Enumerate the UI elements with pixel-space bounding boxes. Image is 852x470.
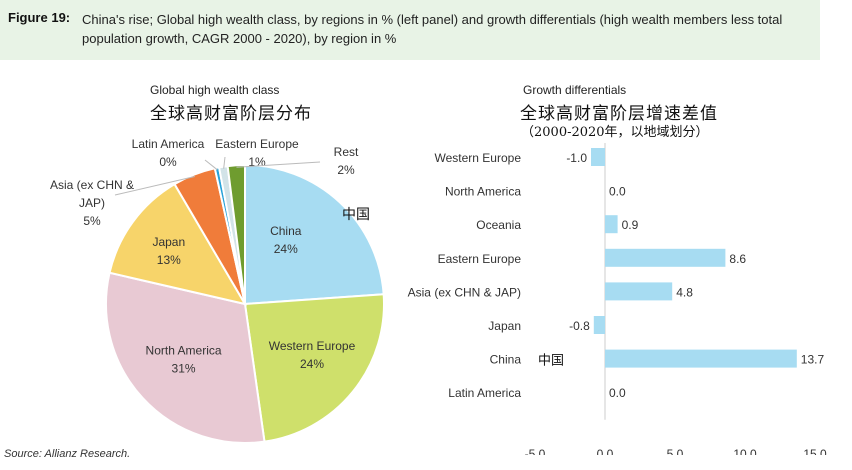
figure-label: Figure 19:	[8, 10, 71, 25]
pie-slice-china	[244, 163, 385, 306]
pie-category-label: JAP)	[79, 196, 105, 210]
pie-label-latin-america: Latin America 0%	[132, 137, 205, 169]
pie-label-north-america: North America 31%	[146, 343, 222, 375]
pie-category-label: Asia (ex CHN &	[50, 178, 134, 192]
bar-value-label: -1.0	[566, 151, 587, 165]
pie-leader-asia-ex-chn-jap	[114, 176, 195, 196]
china-cn-annotation: 中国	[342, 207, 370, 223]
x-tick-label: -5.0	[525, 447, 546, 455]
china-cn-annotation: 中国	[538, 354, 564, 369]
pie-chart: China 24% Western Europe 24% North America 31…	[50, 137, 385, 444]
pie-label-asia-ex-chn-jap: Asia (ex CHN & JAP) 5%	[50, 178, 134, 228]
bar-value-label: 0.9	[622, 218, 639, 232]
pie-slice-western-europe	[243, 293, 385, 443]
bar-subtitle-cn: （2000-2020年，以地域划分）	[521, 125, 709, 140]
pie-value-label: 5%	[83, 214, 101, 228]
pie-value-label: 1%	[248, 155, 266, 169]
x-tick-label: 10.0	[733, 447, 757, 455]
pie-category-label: China	[270, 224, 302, 238]
pie-category-label: Western Europe	[269, 339, 356, 353]
bar-category-label: Japan	[488, 319, 521, 333]
figure-caption: China's rise; Global high wealth class, …	[82, 12, 783, 46]
bar-category-label: Oceania	[476, 218, 521, 232]
bar-title: Growth differentials	[523, 83, 627, 97]
bar-value-label: 13.7	[801, 353, 825, 367]
pie-slice-rest	[226, 163, 246, 305]
pie-category-label: North America	[146, 343, 222, 357]
pie-value-label: 2%	[337, 163, 355, 177]
bar-category-label: China	[490, 353, 522, 367]
bar-value-label: 0.0	[609, 185, 626, 199]
bar-value-label: 0.0	[609, 386, 626, 400]
x-tick-label: 0.0	[597, 447, 614, 455]
pie-slice-japan	[108, 182, 248, 306]
pie-value-label: 31%	[172, 361, 196, 375]
pie-label-western-europe: Western Europe 24%	[269, 339, 356, 371]
pie-value-label: 24%	[274, 242, 298, 256]
pie-leader-rest	[236, 161, 321, 168]
pie-value-label: 13%	[157, 253, 181, 267]
bar-value-label: -0.8	[569, 319, 590, 333]
bar-japan	[593, 316, 605, 334]
x-tick-label: 5.0	[667, 447, 684, 455]
bar-asia-ex-chn-jap	[605, 282, 673, 301]
pie-slice-north-america	[105, 271, 266, 444]
x-tick-label: 15.0	[803, 447, 827, 455]
bar-category-label: Eastern Europe	[438, 252, 522, 266]
bar-value-label: 8.6	[729, 252, 746, 266]
pie-value-label: 0%	[159, 155, 177, 169]
bar-category-label: Asia (ex CHN & JAP)	[408, 285, 521, 299]
pie-category-label: Rest	[334, 145, 359, 159]
pie-label-japan: Japan 13%	[152, 235, 185, 267]
bar-title-cn: 全球高财富阶层增速差值	[520, 104, 718, 124]
source-note: Source: Allianz Research.	[4, 448, 131, 460]
pie-leader-eastern-europe	[223, 156, 226, 169]
pie-category-label: Latin America	[132, 137, 205, 151]
pie-category-label: Eastern Europe	[215, 137, 299, 151]
bar-category-label: Latin America	[448, 386, 521, 400]
pie-leader-latin-america	[204, 159, 218, 171]
pie-value-label: 24%	[300, 357, 324, 371]
bar-category-label: Western Europe	[435, 151, 522, 165]
bar-eastern-europe	[605, 248, 726, 267]
pie-title: Global high wealth class	[150, 83, 280, 97]
bar-chart: Western Europe -1.0 North America 0.0 Oceani…	[408, 143, 827, 455]
pie-label-rest: Rest 2%	[334, 145, 359, 177]
pie-title-cn: 全球高财富阶层分布	[150, 104, 312, 124]
bar-value-label: 4.8	[676, 285, 693, 299]
figure-header: Figure 19: China's rise; Global high wea…	[0, 0, 820, 60]
pie-label-china: China 24%	[270, 224, 302, 256]
pie-category-label: Japan	[152, 235, 185, 249]
bar-oceania	[605, 215, 618, 234]
bar-western-europe	[591, 148, 605, 166]
bar-china	[605, 349, 797, 368]
bar-category-label: North America	[445, 185, 521, 199]
